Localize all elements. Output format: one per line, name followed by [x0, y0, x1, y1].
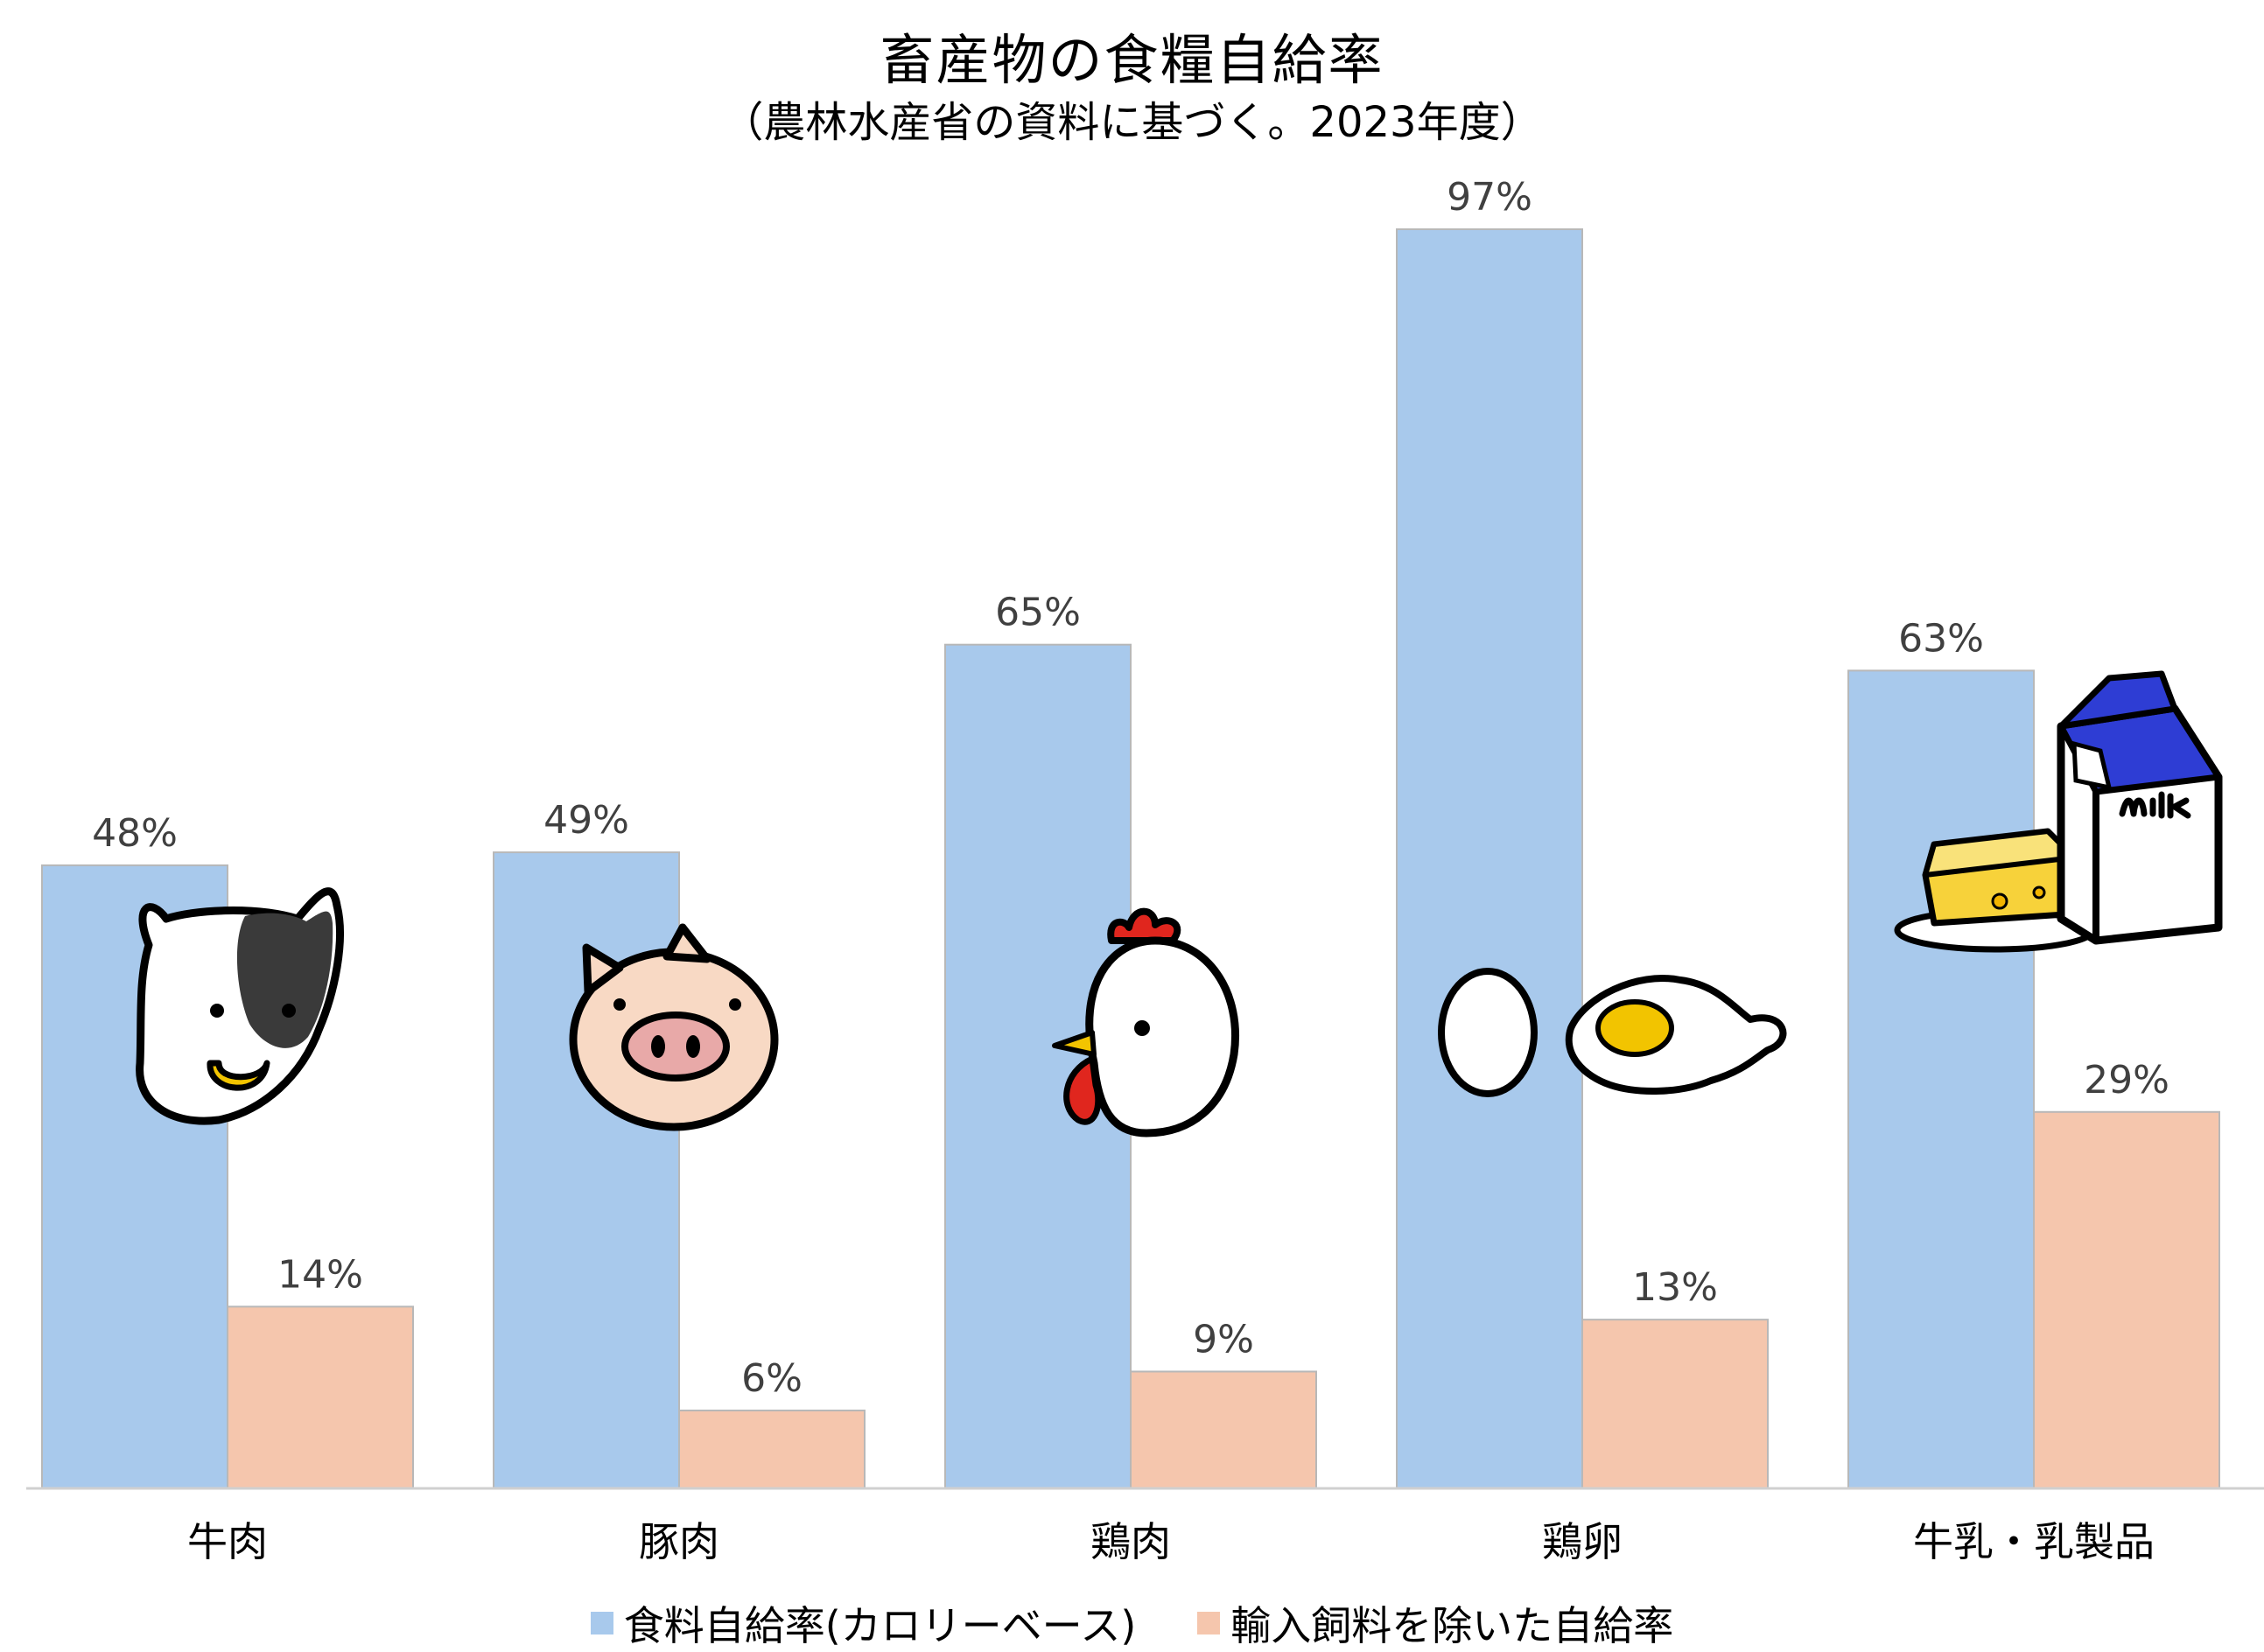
x-tick-label-3: 鶏卵	[1542, 1518, 1623, 1565]
chart-title: 畜産物の食糧自給率	[880, 28, 1384, 92]
x-tick-label-0: 牛肉	[187, 1518, 268, 1565]
data-label-series-2-2: 9%	[1193, 1317, 1254, 1362]
cow-icon	[136, 887, 344, 1125]
legend: 食料自給率(カロリーベース) 輸入飼料を除いた自給率	[0, 1594, 2264, 1652]
ticks-layer: 牛肉 豚肉 鶏肉 鶏卵 牛乳・乳製品	[187, 1518, 2155, 1565]
data-label-series-1-1: 49%	[543, 798, 629, 843]
pig-icon	[569, 923, 779, 1131]
data-label-series-1-2: 65%	[995, 591, 1081, 635]
x-tick-label-2: 鶏肉	[1090, 1518, 1171, 1565]
bar-series-2-1	[678, 1409, 866, 1490]
legend-item-series-1: 食料自給率(カロリーベース)	[590, 1594, 1137, 1652]
data-label-series-1-3: 97%	[1447, 175, 1532, 220]
bar-series-2-3	[1581, 1319, 1769, 1489]
chicken-icon	[1052, 907, 1239, 1138]
bars-layer	[41, 228, 2220, 1490]
data-label-series-1-0: 48%	[92, 811, 178, 856]
bar-series-1-4	[1847, 669, 2035, 1489]
milk-cheese-icon	[1894, 670, 2223, 953]
x-tick-label-4: 牛乳・乳製品	[1913, 1518, 2155, 1565]
bar-series-1-3	[1396, 228, 1583, 1489]
legend-label-series-1: 食料自給率(カロリーベース)	[623, 1602, 1137, 1649]
x-tick-label-1: 豚肉	[639, 1518, 719, 1565]
data-label-series-2-0: 14%	[277, 1252, 363, 1297]
chart-subtitle: （農林水産省の資料に基づく。2023年度）	[721, 98, 1543, 147]
data-label-series-1-4: 63%	[1898, 616, 1984, 661]
bar-series-2-0	[227, 1306, 414, 1490]
data-label-series-2-1: 6%	[741, 1356, 803, 1401]
legend-label-series-2: 輸入飼料を除いた自給率	[1230, 1602, 1674, 1649]
data-label-series-2-3: 13%	[1632, 1265, 1718, 1310]
bar-series-2-2	[1130, 1370, 1317, 1489]
icons-layer	[136, 670, 2223, 1138]
legend-item-series-2: 輸入飼料を除いた自給率	[1197, 1594, 1673, 1652]
egg-icon	[1438, 968, 1787, 1097]
bar-series-2-4	[2033, 1110, 2220, 1489]
legend-swatch-series-1	[590, 1612, 613, 1634]
legend-swatch-series-2	[1197, 1612, 1221, 1634]
labels-layer: 48% 14% 49% 6% 65% 9% 97% 13% 63% 29%	[92, 175, 2169, 1401]
data-label-series-2-4: 29%	[2084, 1058, 2169, 1102]
